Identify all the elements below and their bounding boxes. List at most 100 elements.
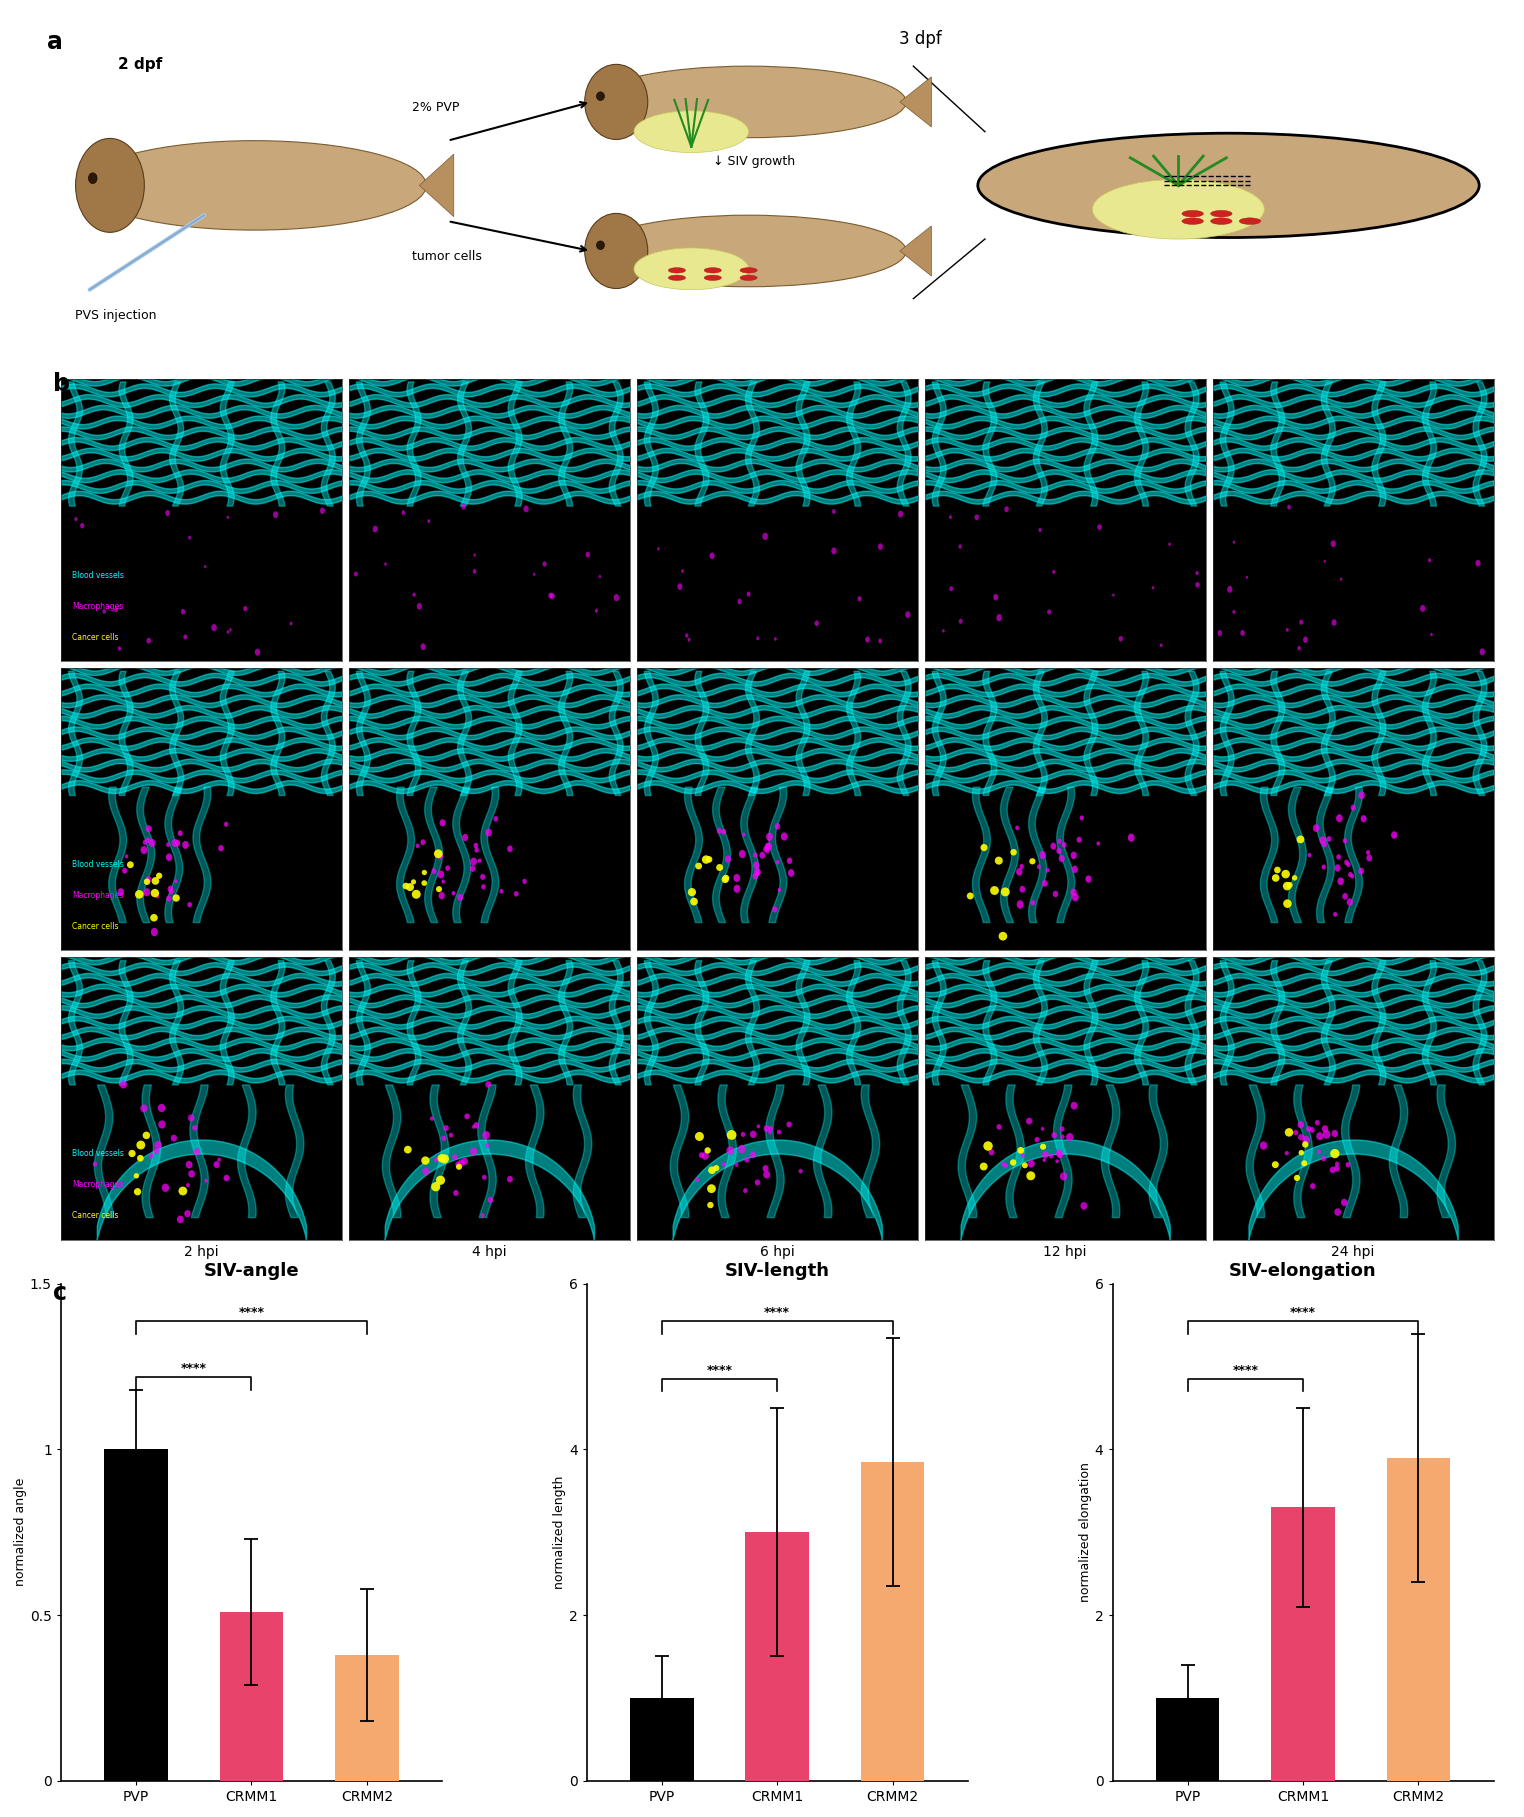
Ellipse shape	[1070, 889, 1076, 896]
Bar	[104, 1450, 168, 1781]
Ellipse shape	[437, 852, 443, 859]
Ellipse shape	[273, 511, 279, 518]
Ellipse shape	[1061, 1134, 1064, 1139]
Ellipse shape	[585, 552, 590, 558]
Ellipse shape	[1049, 1154, 1053, 1159]
Ellipse shape	[120, 1081, 126, 1088]
Bar	[1271, 1508, 1335, 1781]
Ellipse shape	[440, 1154, 450, 1163]
Ellipse shape	[1076, 836, 1082, 843]
Ellipse shape	[500, 889, 503, 894]
X-axis label: 24 hpi: 24 hpi	[1332, 1245, 1375, 1259]
Ellipse shape	[1233, 611, 1236, 614]
Ellipse shape	[136, 1141, 145, 1150]
Ellipse shape	[439, 819, 445, 827]
Ellipse shape	[453, 1154, 457, 1159]
Ellipse shape	[523, 505, 529, 512]
Ellipse shape	[1260, 1141, 1268, 1150]
Text: 2 dpf: 2 dpf	[119, 56, 163, 73]
Ellipse shape	[738, 598, 742, 605]
Ellipse shape	[1286, 881, 1292, 889]
Ellipse shape	[634, 111, 748, 153]
Ellipse shape	[709, 1167, 716, 1174]
Ellipse shape	[780, 832, 788, 841]
X-axis label: 12 hpi: 12 hpi	[1044, 1245, 1087, 1259]
Ellipse shape	[1027, 1159, 1035, 1168]
Ellipse shape	[1010, 1159, 1017, 1167]
Ellipse shape	[227, 516, 229, 520]
Ellipse shape	[1317, 1132, 1323, 1139]
Ellipse shape	[1344, 859, 1349, 865]
Y-axis label: PVP: PVP	[41, 503, 55, 536]
Ellipse shape	[1023, 1163, 1027, 1168]
Ellipse shape	[143, 839, 148, 845]
Ellipse shape	[482, 1130, 489, 1139]
Ellipse shape	[1337, 814, 1343, 821]
Ellipse shape	[143, 878, 151, 885]
Ellipse shape	[1035, 1137, 1039, 1143]
Ellipse shape	[134, 1188, 142, 1196]
Ellipse shape	[596, 242, 605, 249]
Ellipse shape	[171, 1136, 177, 1141]
Ellipse shape	[175, 839, 180, 847]
X-axis label: 6 hpi: 6 hpi	[760, 1245, 794, 1259]
Ellipse shape	[1340, 578, 1343, 581]
Ellipse shape	[1309, 1127, 1315, 1132]
Ellipse shape	[494, 816, 498, 821]
Text: ****: ****	[181, 1363, 207, 1375]
Ellipse shape	[753, 861, 759, 869]
Ellipse shape	[434, 849, 442, 858]
Ellipse shape	[1010, 849, 1017, 856]
Ellipse shape	[402, 883, 410, 889]
Ellipse shape	[1056, 847, 1062, 854]
Ellipse shape	[1273, 874, 1280, 881]
Ellipse shape	[1241, 630, 1245, 636]
Text: Macrophages: Macrophages	[72, 601, 123, 611]
Ellipse shape	[1195, 571, 1198, 576]
Title: SIV-elongation: SIV-elongation	[1230, 1261, 1376, 1279]
Ellipse shape	[1297, 1121, 1305, 1128]
Ellipse shape	[151, 878, 158, 885]
Ellipse shape	[151, 889, 158, 898]
Ellipse shape	[989, 1148, 994, 1156]
Bar	[335, 1655, 399, 1781]
Ellipse shape	[1330, 540, 1337, 547]
Ellipse shape	[1285, 1128, 1294, 1137]
Ellipse shape	[1297, 836, 1305, 843]
Text: Cancer cells: Cancer cells	[72, 921, 119, 930]
Ellipse shape	[773, 907, 777, 912]
Ellipse shape	[764, 1125, 770, 1132]
Ellipse shape	[980, 843, 988, 850]
Ellipse shape	[172, 839, 178, 847]
Ellipse shape	[416, 603, 422, 611]
Ellipse shape	[754, 869, 760, 876]
Ellipse shape	[81, 523, 84, 529]
Ellipse shape	[686, 634, 689, 638]
Ellipse shape	[596, 93, 605, 100]
Ellipse shape	[585, 213, 648, 289]
Ellipse shape	[154, 1141, 162, 1150]
Ellipse shape	[1195, 581, 1199, 587]
Ellipse shape	[224, 821, 229, 827]
Ellipse shape	[1052, 1132, 1058, 1139]
Title: SIV-angle: SIV-angle	[204, 1261, 299, 1279]
Ellipse shape	[137, 1156, 143, 1161]
Ellipse shape	[1059, 854, 1065, 861]
Ellipse shape	[1315, 1119, 1320, 1125]
Ellipse shape	[439, 892, 445, 899]
Ellipse shape	[831, 547, 837, 554]
Ellipse shape	[585, 64, 648, 140]
Ellipse shape	[687, 638, 690, 641]
Ellipse shape	[1341, 1199, 1347, 1206]
Ellipse shape	[134, 1174, 139, 1179]
Ellipse shape	[422, 879, 427, 887]
Ellipse shape	[1314, 825, 1320, 832]
Ellipse shape	[1311, 1183, 1315, 1188]
Ellipse shape	[474, 1123, 480, 1128]
Ellipse shape	[125, 854, 128, 858]
Ellipse shape	[1042, 879, 1047, 887]
Ellipse shape	[1358, 790, 1366, 799]
Ellipse shape	[764, 847, 768, 852]
Text: ****: ****	[707, 1363, 733, 1377]
Ellipse shape	[1152, 587, 1154, 589]
